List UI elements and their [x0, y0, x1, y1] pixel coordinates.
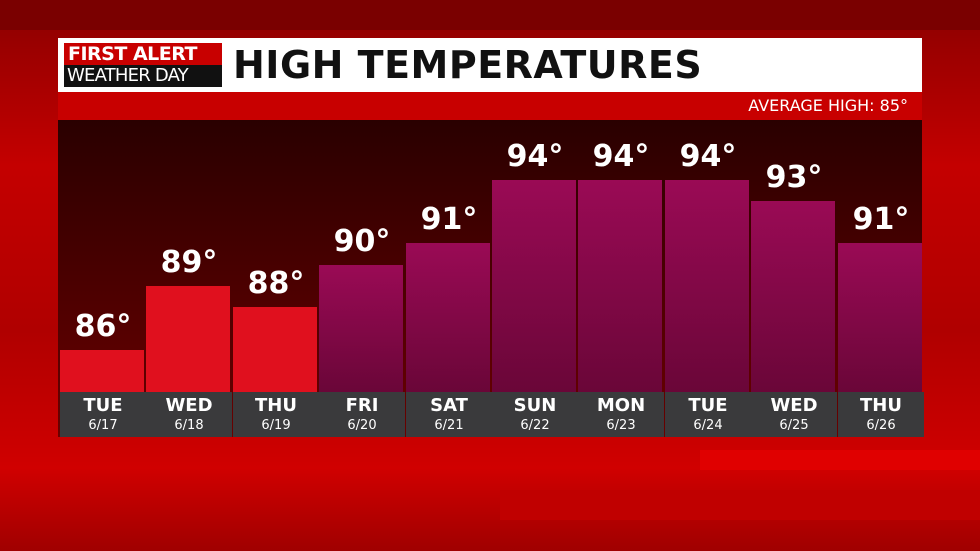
day-name: FRI: [345, 395, 379, 416]
day-date: 6/17: [88, 418, 118, 433]
day-name: WED: [770, 395, 818, 416]
first-alert-logo: FIRST ALERT WEATHER DAY: [64, 43, 222, 87]
value-label: 94°: [679, 138, 737, 174]
day-date: 6/26: [866, 418, 896, 433]
value-label: 86°: [74, 308, 132, 344]
logo-line1: FIRST ALERT: [64, 43, 222, 65]
bar: [838, 243, 922, 392]
bar: [578, 179, 662, 392]
header-banner: FIRST ALERT WEATHER DAY HIGH TEMPERATURE…: [58, 38, 922, 92]
day-label: WED 6/25: [751, 392, 837, 437]
bar: [146, 285, 230, 392]
logo-line2: WEATHER DAY: [64, 65, 222, 87]
day-label: TUE 6/24: [665, 392, 751, 437]
day-label: SUN 6/22: [492, 392, 578, 437]
day-name: TUE: [83, 395, 123, 416]
day-name: THU: [860, 395, 902, 416]
value-label: 94°: [506, 138, 564, 174]
bar: [233, 307, 317, 392]
day-date: 6/18: [174, 418, 204, 433]
day-name: WED: [165, 395, 213, 416]
day-label: FRI 6/20: [319, 392, 405, 437]
bar-chart: 86° TUE 6/17 89° WED 6/18 88° THU 6/19 90° FRI 6/20…: [58, 120, 924, 437]
day-date: 6/23: [606, 418, 636, 433]
day-name: MON: [596, 395, 646, 416]
page-title: HIGH TEMPERATURES: [233, 43, 703, 87]
day-date: 6/19: [261, 418, 291, 433]
average-high: AVERAGE HIGH: 85°: [748, 96, 908, 115]
bar: [492, 179, 576, 392]
day-name: TUE: [688, 395, 728, 416]
day-date: 6/21: [434, 418, 464, 433]
day-date: 6/20: [347, 418, 377, 433]
bar: [406, 243, 490, 392]
day-date: 6/25: [779, 418, 809, 433]
bar: [751, 200, 835, 392]
bar: [319, 264, 403, 392]
day-date: 6/22: [520, 418, 550, 433]
bar: [60, 349, 144, 392]
value-label: 91°: [852, 202, 910, 238]
value-label: 90°: [333, 223, 391, 259]
day-label: THU 6/19: [233, 392, 319, 437]
day-date: 6/24: [693, 418, 723, 433]
day-name: SAT: [430, 395, 468, 416]
day-label: SAT 6/21: [406, 392, 492, 437]
day-label: TUE 6/17: [60, 392, 146, 437]
day-name: SUN: [513, 395, 557, 416]
value-label: 91°: [420, 202, 478, 238]
sub-bar: AVERAGE HIGH: 85°: [58, 92, 922, 120]
day-label: THU 6/26: [838, 392, 924, 437]
day-label: MON 6/23: [578, 392, 664, 437]
value-label: 93°: [765, 159, 823, 195]
bar: [665, 179, 749, 392]
value-label: 88°: [247, 266, 305, 301]
value-label: 94°: [592, 138, 650, 174]
day-label: WED 6/18: [146, 392, 232, 437]
value-label: 89°: [160, 244, 218, 280]
day-name: THU: [255, 395, 297, 416]
